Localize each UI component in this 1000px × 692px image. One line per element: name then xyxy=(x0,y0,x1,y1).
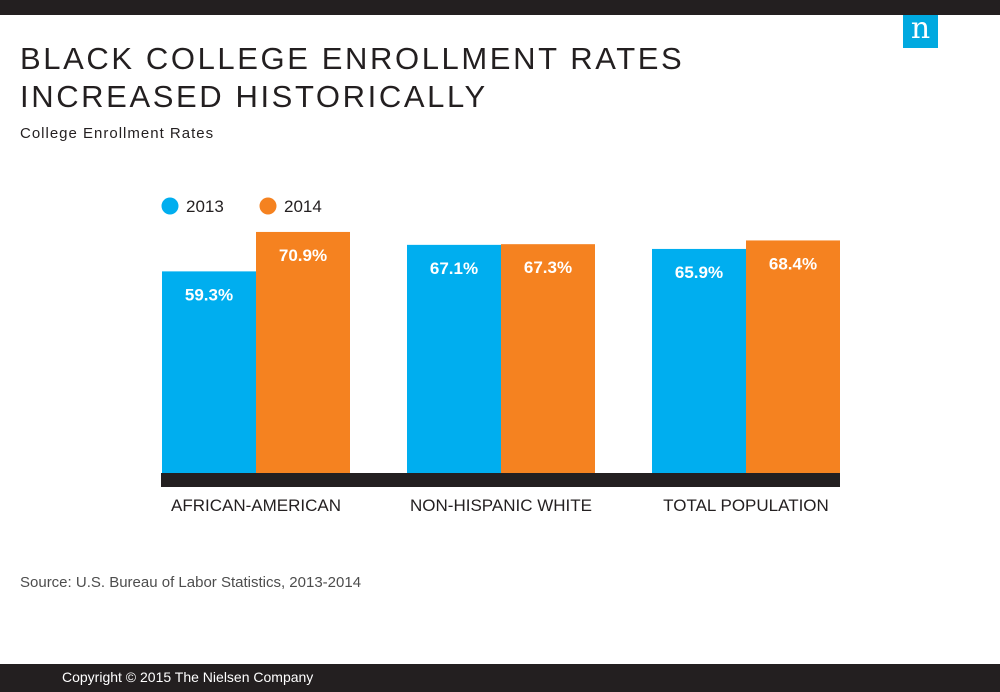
data-label-2014-0: 70.9% xyxy=(279,246,327,265)
chart-title: BLACK COLLEGE ENROLLMENT RATES INCREASED… xyxy=(20,41,685,114)
top-bar xyxy=(0,0,1000,15)
chart-subtitle: College Enrollment Rates xyxy=(20,125,215,142)
x-axis-bar xyxy=(161,473,840,487)
data-label-2013-2: 65.9% xyxy=(675,263,723,282)
bar-2013-1 xyxy=(407,244,501,473)
bar-2013-0 xyxy=(162,271,256,473)
category-label-0: AFRICAN-AMERICAN xyxy=(171,496,341,515)
category-label-1: NON-HISPANIC WHITE xyxy=(410,496,592,515)
legend-label-2013: 2013 xyxy=(186,197,224,216)
data-label-2013-0: 59.3% xyxy=(185,285,233,304)
bar-2014-2 xyxy=(746,240,840,473)
bar-2014-1 xyxy=(501,244,595,473)
legend-marker-2014 xyxy=(259,197,277,215)
legend-marker-2013 xyxy=(161,197,179,215)
source-note: Source: U.S. Bureau of Labor Statistics,… xyxy=(20,574,362,591)
bar-2014-0 xyxy=(256,231,350,473)
copyright-text: Copyright © 2015 The Nielsen Company xyxy=(62,669,314,685)
footer-bar xyxy=(0,664,1000,692)
bar-chart: 2013 2014 59.3% 70.9% AFRICAN-AMERICAN 67.1% 6… xyxy=(161,197,840,515)
data-label-2013-1: 67.1% xyxy=(430,259,478,278)
category-label-2: TOTAL POPULATION xyxy=(663,496,829,515)
legend-label-2014: 2014 xyxy=(284,197,322,216)
data-label-2014-2: 68.4% xyxy=(769,254,817,273)
bar-2013-2 xyxy=(652,248,746,473)
data-label-2014-1: 67.3% xyxy=(524,258,572,277)
nielsen-logo: n xyxy=(903,14,938,48)
